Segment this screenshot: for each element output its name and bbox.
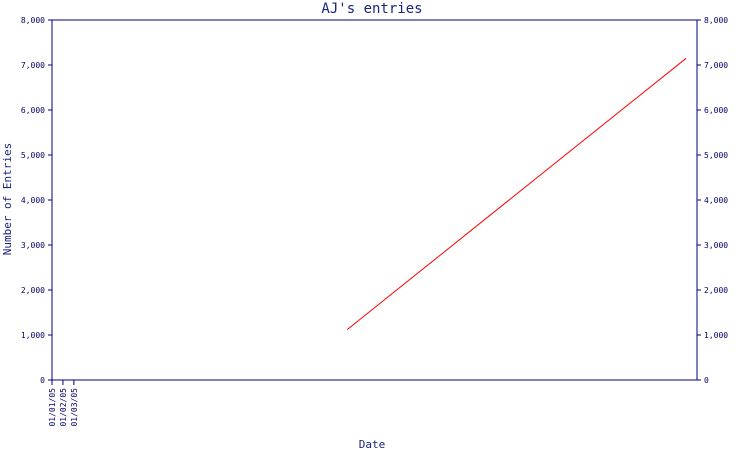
series-line <box>346 57 687 330</box>
y-tick-label-right: 5,000 <box>704 151 728 160</box>
y-tick-label-left: 2,000 <box>21 286 45 295</box>
y-axis-right: 0 1,000 2,000 3,000 4,000 5,000 6,000 7,000 8,00… <box>697 16 728 385</box>
plot-border <box>51 19 698 381</box>
y-tick-label-right: 0 <box>704 376 709 385</box>
series-layer <box>346 57 687 330</box>
y-tick-label-right: 6,000 <box>704 106 728 115</box>
y-tick-label-right: 1,000 <box>704 331 728 340</box>
chart-title: AJ's entries <box>321 1 422 17</box>
x-tick-label: 01/01/05 <box>48 388 57 427</box>
y-axis-label: Number of Entries <box>1 143 14 256</box>
y-tick-label-left: 8,000 <box>21 16 45 25</box>
y-tick-label-left: 1,000 <box>21 331 45 340</box>
x-axis-label: Date <box>359 438 386 450</box>
y-tick-label-right: 7,000 <box>704 61 728 70</box>
y-tick-label-right: 3,000 <box>704 241 728 250</box>
y-tick-label-left: 6,000 <box>21 106 45 115</box>
y-tick-label-left: 5,000 <box>21 151 45 160</box>
y-tick-label-right: 4,000 <box>704 196 728 205</box>
y-tick-label-right: 2,000 <box>704 286 728 295</box>
y-tick-label-right: 8,000 <box>704 16 728 25</box>
x-tick-label: 01/02/05 <box>59 388 68 427</box>
y-axis-left: 0 1,000 2,000 3,000 4,000 5,000 6,000 7,000 8,00… <box>21 16 52 385</box>
y-tick-label-left: 7,000 <box>21 61 45 70</box>
x-tick-label: 01/03/05 <box>70 388 79 427</box>
x-axis: 01/01/05 01/02/05 01/03/05 <box>48 380 79 427</box>
y-tick-label-left: 4,000 <box>21 196 45 205</box>
y-tick-label-left: 0 <box>40 376 45 385</box>
plot-frame <box>51 19 698 381</box>
y-tick-label-left: 3,000 <box>21 241 45 250</box>
